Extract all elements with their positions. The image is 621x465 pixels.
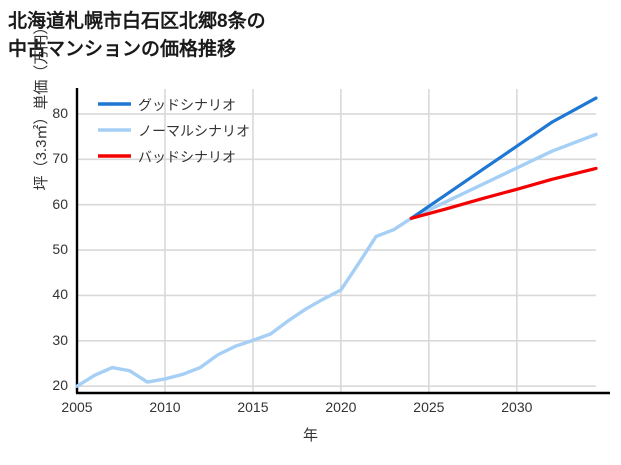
- data-series: [75, 96, 598, 388]
- y-tick-label: 20: [52, 377, 68, 394]
- y-tick-label: 80: [52, 104, 68, 121]
- x-tick-label: 2020: [325, 399, 357, 415]
- y-tick-label: 60: [52, 195, 68, 212]
- x-tick-label: 2025: [413, 399, 445, 415]
- chart-title: 北海道札幌市白石区北郷8条の 中古マンションの価格推移: [8, 11, 266, 60]
- legend-item-3: バッドシナリオ: [138, 149, 236, 165]
- x-tick-label: 2030: [501, 399, 533, 415]
- y-tick-label: 70: [52, 150, 68, 167]
- axis-lines: [75, 88, 610, 395]
- legend-swatches: [98, 102, 131, 158]
- legend-item-2: ノーマルシナリオ: [138, 123, 250, 139]
- x-tick-label: 2005: [61, 399, 93, 415]
- y-tick-label: 40: [52, 286, 68, 303]
- x-axis-label: 年: [302, 427, 318, 444]
- x-tick-label: 2010: [149, 399, 181, 415]
- y-axis-label-wrapper: 坪（3.3㎡）単価（万円）: [30, 0, 50, 265]
- legend-item-1: グッドシナリオ: [138, 97, 236, 113]
- y-tick-label: 50: [52, 241, 68, 258]
- y-tick-label: 30: [52, 331, 68, 348]
- x-tick-label: 2015: [237, 399, 269, 415]
